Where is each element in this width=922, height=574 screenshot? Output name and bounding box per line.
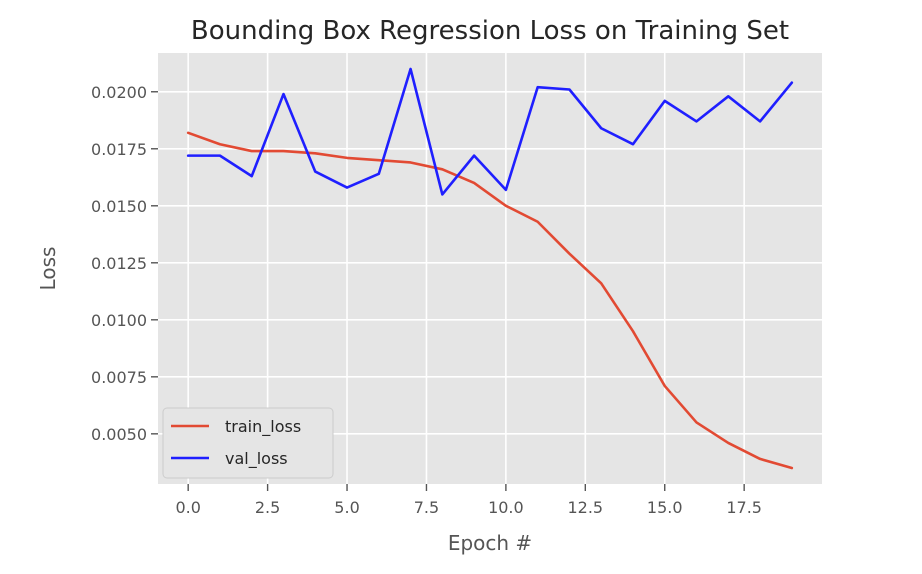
y-tick-label: 0.0150	[91, 197, 147, 216]
x-tick-label: 15.0	[647, 498, 683, 517]
series-line-train-loss	[186, 131, 794, 470]
y-tick-label: 0.0125	[91, 254, 147, 273]
y-axis-label: Loss	[36, 247, 60, 291]
y-tick-label: 0.0075	[91, 368, 147, 387]
y-axis-ticks: 0.0050 0.0075 0.0100 0.0125 0.0150 0.0175 0.02…	[91, 83, 158, 444]
x-tick-label: 17.5	[726, 498, 762, 517]
y-tick-label: 0.0100	[91, 311, 147, 330]
x-tick-label: 5.0	[334, 498, 359, 517]
legend-label: train_loss	[225, 417, 301, 437]
x-tick-label: 2.5	[255, 498, 280, 517]
grid	[158, 53, 822, 484]
legend-label: val_loss	[225, 449, 288, 469]
x-tick-label: 0.0	[175, 498, 200, 517]
series-line-val-loss	[186, 67, 794, 196]
legend: train_loss val_loss	[162, 407, 334, 479]
chart-title: Bounding Box Regression Loss on Training…	[191, 16, 789, 46]
series	[186, 67, 794, 470]
y-tick-label: 0.0200	[91, 83, 147, 102]
x-tick-label: 12.5	[567, 498, 603, 517]
y-tick-label: 0.0175	[91, 140, 147, 159]
x-axis-ticks: 0.0 2.5 5.0 7.5 10.0 12.5 15.0 17.5	[175, 484, 762, 517]
x-axis-label: Epoch #	[448, 531, 532, 555]
x-tick-label: 7.5	[414, 498, 439, 517]
x-tick-label: 10.0	[488, 498, 524, 517]
y-tick-label: 0.0050	[91, 425, 147, 444]
